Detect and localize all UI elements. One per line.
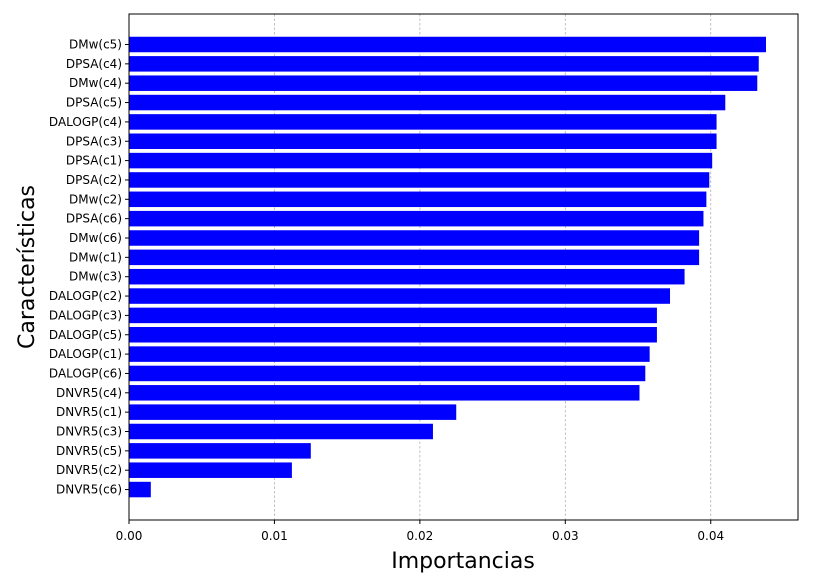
- bar: [129, 385, 640, 401]
- y-tick-label: DPSA(c6): [66, 212, 122, 226]
- y-tick-label: DNVR5(c4): [56, 386, 122, 400]
- y-tick-label: DMw(c6): [69, 231, 122, 245]
- y-tick-label: DMw(c5): [69, 38, 122, 52]
- y-tick-label: DALOGP(c1): [49, 347, 122, 361]
- y-tick-label: DPSA(c2): [66, 173, 122, 187]
- y-tick-label: DMw(c1): [69, 250, 122, 264]
- y-axis-title: Características: [15, 185, 40, 349]
- bar: [129, 481, 151, 498]
- x-tick-label: 0.01: [261, 529, 288, 543]
- y-tick-label: DNVR5(c3): [56, 425, 122, 439]
- y-tick-label: DALOGP(c5): [49, 328, 122, 342]
- bar: [129, 307, 657, 324]
- bar: [129, 462, 292, 478]
- bar: [129, 133, 717, 149]
- bars: [129, 36, 767, 498]
- y-tick-label: DPSA(c1): [66, 154, 122, 168]
- y-tick-label: DMw(c3): [69, 270, 122, 284]
- y-tick-label: DMw(c4): [69, 76, 122, 90]
- bar: [129, 36, 767, 53]
- y-tick-label: DNVR5(c5): [56, 444, 122, 458]
- y-tick-label: DNVR5(c2): [56, 463, 122, 477]
- bar: [129, 230, 700, 246]
- x-gridlines: [274, 14, 712, 520]
- x-tick-label: 0.00: [116, 529, 143, 543]
- x-axis-ticks: 0.00 0.01 0.02 0.03 0.04: [116, 520, 724, 543]
- bar: [129, 423, 433, 440]
- y-tick-label: DNVR5(c6): [56, 483, 122, 497]
- bar: [129, 114, 717, 130]
- bar: [129, 191, 707, 208]
- bar: [129, 75, 758, 91]
- x-tick-label: 0.04: [697, 529, 724, 543]
- bar: [129, 210, 704, 227]
- y-tick-label: DPSA(c4): [66, 57, 122, 71]
- bar: [129, 172, 710, 188]
- x-tick-label: 0.03: [552, 529, 579, 543]
- x-axis-title: Importancias: [391, 549, 535, 574]
- bar: [129, 94, 726, 111]
- x-tick-label: 0.02: [407, 529, 434, 543]
- y-tick-label: DALOGP(c2): [49, 289, 122, 303]
- y-tick-label: DNVR5(c1): [56, 405, 122, 419]
- y-tick-label: DALOGP(c6): [49, 366, 122, 380]
- bar: [129, 443, 311, 459]
- bar: [129, 56, 759, 72]
- bar: [129, 249, 700, 266]
- bar: [129, 327, 657, 343]
- bar: [129, 268, 685, 285]
- y-tick-label: DALOGP(c4): [49, 115, 122, 129]
- bar: [129, 346, 650, 362]
- bar: [129, 152, 713, 169]
- y-tick-label: DMw(c2): [69, 192, 122, 206]
- y-tick-label: DPSA(c5): [66, 96, 122, 110]
- bar: [129, 288, 671, 304]
- y-tick-label: DPSA(c3): [66, 134, 122, 148]
- plot-frame: [128, 13, 799, 521]
- bar: [129, 404, 457, 420]
- y-axis-ticks: DMw(c5) DPSA(c4) DMw(c4) DPSA(c5) DALOGP(c4)…: [49, 38, 129, 497]
- bar: [129, 365, 646, 382]
- y-tick-label: DALOGP(c3): [49, 308, 122, 322]
